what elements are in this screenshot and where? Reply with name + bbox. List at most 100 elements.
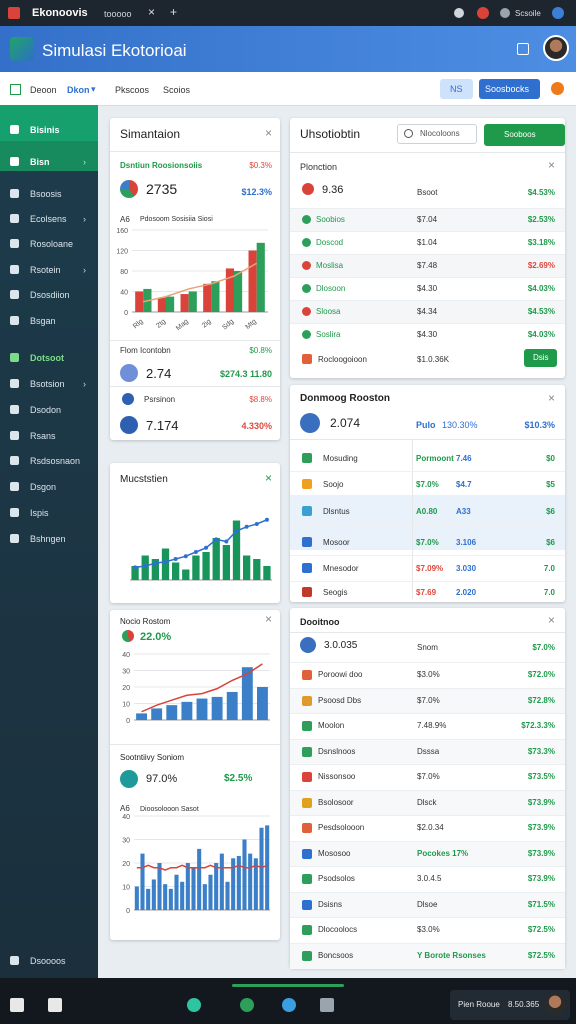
bar — [185, 863, 190, 910]
section-value: $0.8% — [249, 346, 272, 355]
toolbar-item[interactable]: Scoios — [163, 85, 191, 95]
row-mid: $7.0% — [417, 695, 440, 705]
close-button[interactable]: × — [264, 612, 272, 626]
row-icon — [302, 772, 312, 782]
row-c: $6 — [546, 507, 555, 516]
close-button[interactable]: × — [547, 158, 555, 172]
grid-icon[interactable] — [10, 84, 21, 95]
row-name: Seogis — [323, 588, 348, 597]
sidebar-item[interactable]: Bisinis — [30, 125, 60, 135]
badge-button[interactable]: NS — [440, 79, 473, 99]
export-icon[interactable] — [517, 43, 529, 55]
sidebar-item[interactable]: Ecolsens — [30, 214, 67, 224]
sidebar-item[interactable]: Dsgon — [30, 482, 57, 492]
sidebar-item[interactable]: Rsans — [30, 431, 56, 441]
lead-value: 2.074 — [330, 416, 361, 430]
sidebar-icon — [10, 125, 19, 134]
sidebar-item[interactable]: Bshngen — [30, 534, 66, 544]
row-icon — [300, 637, 316, 653]
close-button[interactable]: × — [264, 471, 272, 485]
line-marker — [183, 554, 188, 559]
row-icon — [302, 284, 311, 293]
sidebar-icon — [10, 456, 19, 465]
row-name: Soojo — [323, 480, 344, 489]
line-marker — [204, 545, 209, 550]
change: $2.5% — [224, 773, 253, 784]
card: Simantaion × Dsntiun Roosionsoiis $0.3% 2735… — [110, 118, 280, 440]
table-row — [290, 662, 565, 688]
x-tick-label: Rlg — [132, 318, 145, 330]
avatar[interactable] — [543, 35, 569, 61]
chart: 0 10 20 30 40 — [122, 652, 270, 725]
row-name: Poroowi doo — [318, 670, 363, 679]
row-name: Moslisa — [316, 261, 344, 270]
card-title: Mucststien — [120, 474, 168, 485]
row-value: $72.0% — [527, 670, 555, 679]
action-button[interactable]: Dsis — [524, 349, 557, 367]
button-label: Soosbocks — [485, 84, 530, 94]
toolbar-item[interactable]: Deoon — [30, 85, 57, 95]
sidebar-item[interactable]: Bisn — [30, 157, 50, 167]
line-marker — [153, 561, 158, 566]
sidebar-item[interactable]: Bsotsion — [30, 379, 65, 389]
line-marker — [234, 529, 239, 533]
change: $12.3% — [241, 187, 272, 197]
table-row — [290, 917, 565, 943]
avatar — [544, 993, 566, 1015]
sidebar-item[interactable]: Dsodon — [30, 405, 62, 415]
sidebar-item[interactable]: Dsosdiion — [30, 290, 70, 300]
row-value: $73.5% — [527, 772, 555, 781]
toolbar-item[interactable]: Dkon — [67, 85, 90, 95]
bar — [197, 848, 202, 910]
row-value: $72.5% — [527, 950, 555, 960]
new-tab[interactable]: + — [170, 5, 178, 19]
sidebar-item[interactable]: Dsoooos — [30, 956, 66, 966]
row-a: $7.0% — [416, 538, 439, 547]
sidebar-item[interactable]: Rsdsosnaon — [30, 456, 81, 466]
sidebar-item[interactable]: Rosoloane — [30, 239, 74, 249]
bar — [242, 555, 251, 580]
row-icon — [302, 670, 312, 680]
sidebar-item[interactable]: Ispis — [30, 508, 49, 518]
notification[interactable]: Pien Rooue 8.50.365 — [450, 990, 570, 1020]
tab-close[interactable]: × — [148, 5, 156, 19]
chart-title: Pdosoom Sosisiia Siosi — [140, 216, 213, 223]
sidebar-item[interactable]: Bsoosis — [30, 189, 62, 199]
row-label: Psrsinon — [144, 395, 176, 404]
toolbar-item[interactable]: Pkscoos — [115, 85, 150, 95]
bar — [157, 863, 162, 910]
row-label-value: $8.8% — [249, 395, 272, 404]
search-box[interactable]: Nlocoloons — [397, 124, 477, 144]
bar — [253, 858, 258, 910]
card-title: Nocio Rostom — [120, 617, 171, 626]
row-mid: 3.0.4.5 — [417, 874, 442, 883]
chart-title: Dioosolooon Sasot — [140, 806, 199, 813]
primary-button[interactable]: Soosbocks — [479, 79, 540, 99]
notice-value: 8.50.365 — [508, 1000, 540, 1009]
chart-label: A6 — [120, 215, 130, 224]
close-button[interactable]: × — [547, 391, 555, 405]
row-icon — [302, 453, 312, 463]
divider — [110, 151, 280, 152]
divider — [290, 439, 565, 440]
sidebar-item[interactable]: Rsotein — [30, 265, 61, 275]
bar — [182, 569, 190, 580]
close-button[interactable]: × — [264, 126, 272, 140]
row-mid: 7.48.9% — [417, 721, 447, 730]
notice-title: Pien Rooue — [458, 1000, 500, 1009]
divider — [110, 340, 280, 341]
sidebar-item[interactable]: Bsgan — [30, 316, 56, 326]
card: Dooitnoo × 3.0.035 Snom $7.0% Poroowi doo $3.0… — [290, 608, 565, 969]
row-icon — [302, 563, 312, 573]
divider — [290, 152, 565, 153]
sidebar: Bisinis Bisn Bsoosis Ecolsens Rosoloane Rsote… — [0, 105, 98, 978]
row-name: Dsnslnoos — [318, 746, 356, 756]
sidebar-item[interactable]: Dotsoot — [30, 353, 64, 363]
row-divider — [290, 524, 565, 525]
close-button[interactable]: × — [547, 613, 555, 627]
row-icon — [122, 393, 134, 405]
green-button[interactable]: Sooboos — [484, 124, 565, 146]
row-price: $1.04 — [417, 238, 438, 247]
sidebar-icon — [10, 534, 19, 543]
row-a: $7.69 — [416, 588, 437, 597]
